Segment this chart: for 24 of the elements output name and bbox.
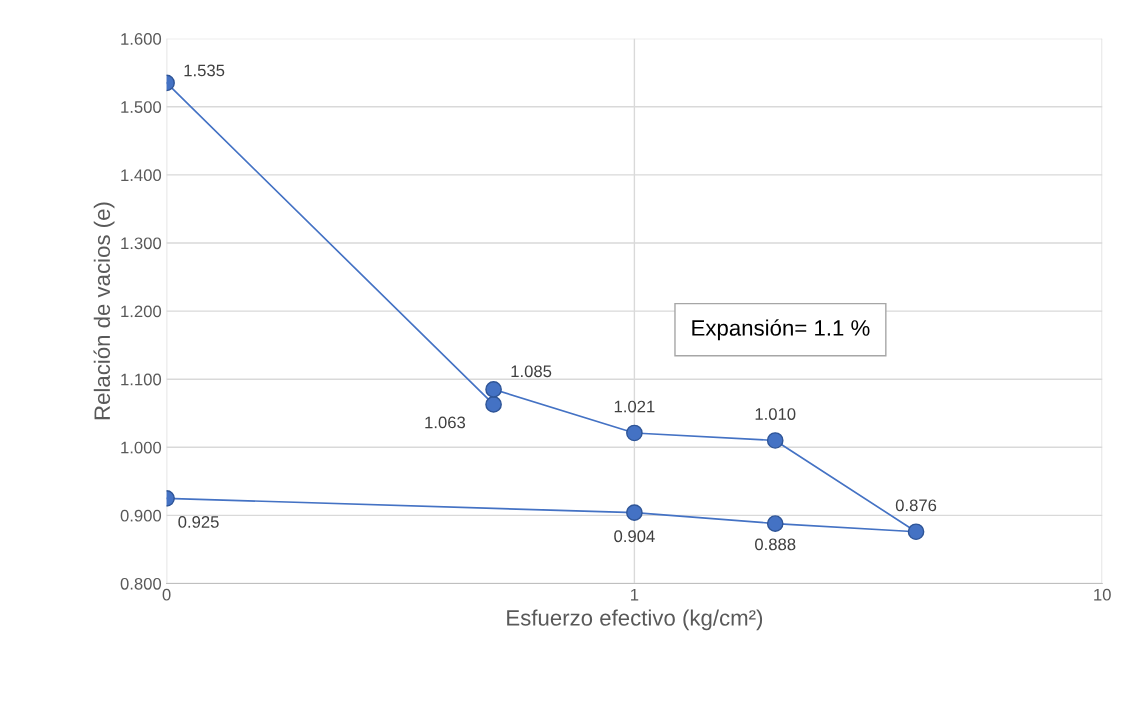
annotation: Expansión= 1.1 %	[692, 319, 870, 341]
y-tick-label: 1.200	[121, 305, 162, 318]
x-axis-title: Esfuerzo efectivo (kg/cm²)	[507, 609, 763, 631]
y-tick-label: 1.500	[121, 101, 162, 113]
text: 0.925	[178, 516, 219, 528]
text: 0.876	[895, 499, 937, 512]
x-tick-label: 1	[631, 588, 639, 601]
y-tick-label: 1.600	[121, 33, 162, 45]
y-tick-label: 1.300	[121, 237, 162, 250]
text: 1.535	[184, 64, 225, 77]
y-tick-label: 1.000	[121, 441, 162, 454]
y-axis-title: Relación de vacios (e)	[93, 202, 115, 420]
x-tick-label: 0	[162, 588, 171, 601]
y-tick-label: 0.900	[120, 509, 162, 522]
text: 0.888	[755, 538, 796, 551]
text: 1.021	[614, 400, 655, 413]
y-tick-label: 1.400	[121, 169, 162, 182]
text: 1.063	[425, 416, 466, 429]
y-tick-label: 1.100	[121, 373, 162, 386]
text: 0.904	[614, 530, 655, 543]
text: 1.010	[755, 408, 796, 420]
y-tick-label: 0.800	[120, 577, 162, 590]
x-tick-label: 10	[1094, 588, 1111, 601]
text: 1.085	[511, 365, 552, 378]
